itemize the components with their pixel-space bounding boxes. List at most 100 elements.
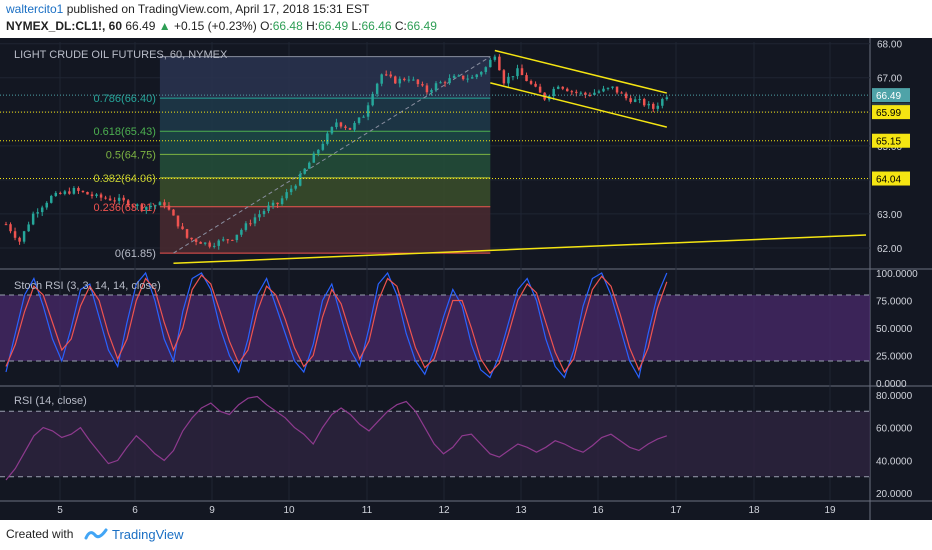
price-pane[interactable]: 62.0063.0064.0065.0066.0067.0068.000.786…	[0, 40, 910, 500]
author-link[interactable]: waltercito1	[6, 2, 64, 16]
candle-body	[126, 200, 130, 206]
stoch-tick-label: 100.0000	[876, 269, 918, 280]
candle-body	[606, 87, 610, 89]
candle-body	[303, 168, 306, 174]
candle-body	[27, 224, 30, 232]
candle-body	[615, 86, 619, 93]
candle-body	[493, 56, 497, 60]
candle-body	[54, 192, 58, 196]
candle-body	[312, 153, 316, 163]
candle-body	[566, 88, 569, 92]
candle-body	[321, 143, 325, 150]
candle-body	[4, 224, 8, 226]
ohlc-high-label: H:	[306, 19, 319, 33]
candle-body	[403, 78, 406, 81]
candle-body	[50, 195, 53, 203]
candle-body	[661, 99, 664, 106]
publish-header: waltercito1 published on TradingView.com…	[0, 0, 932, 38]
stoch-rsi-pane[interactable]: 0.0000 25.0000 50.0000 75.0000 100.0000	[0, 269, 918, 390]
candle-body	[629, 98, 632, 102]
candle-body	[448, 78, 451, 84]
stoch-tick-label: 25.0000	[876, 352, 913, 363]
candle-body	[452, 75, 456, 79]
candle-body	[31, 213, 35, 225]
candle-body	[389, 74, 392, 77]
time-axis: 5 6 9 10 11 12 13 16 17 18 19	[57, 505, 836, 516]
candle-body	[226, 239, 230, 241]
candle-body	[656, 105, 660, 109]
candle-body	[185, 229, 189, 238]
fib-zone-top	[159, 56, 491, 99]
candle-body	[380, 74, 383, 84]
price-axis-label: 66.49	[876, 91, 901, 102]
candle-body	[502, 70, 506, 84]
time-tick-label: 10	[283, 505, 295, 516]
trendline-channel-lower	[490, 82, 668, 128]
candle-body	[579, 92, 583, 94]
candle-body	[122, 197, 125, 201]
candle-body	[36, 212, 39, 214]
rsi-tick-label: 40.0000	[876, 456, 913, 467]
fib-zone	[159, 98, 491, 132]
candle-body	[212, 245, 216, 247]
candle-body	[561, 86, 564, 89]
footer: Created with TradingView	[0, 520, 932, 550]
tradingview-logo-icon	[84, 526, 108, 547]
tradingview-brand-link[interactable]: TradingView	[112, 527, 184, 542]
candle-body	[145, 206, 148, 210]
candle-body	[466, 78, 469, 80]
ohlc-low: 66.46	[361, 19, 392, 33]
candle-body	[140, 204, 144, 210]
candle-body	[344, 126, 347, 128]
candle-body	[507, 76, 510, 84]
candle-body	[77, 188, 80, 191]
candle-body	[108, 198, 112, 201]
candle-body	[484, 67, 488, 72]
candle-body	[13, 231, 17, 238]
ohlc-high: 66.49	[318, 19, 349, 33]
candle-body	[285, 192, 288, 199]
candle-body	[280, 198, 284, 205]
candle-body	[267, 205, 270, 211]
candle-body	[353, 122, 356, 130]
chart-svg[interactable]: 62.0063.0064.0065.0066.0067.0068.000.786…	[0, 38, 932, 520]
candle-body	[366, 105, 370, 117]
trendline-support	[173, 234, 867, 265]
rsi-title: RSI (14, close)	[14, 395, 87, 407]
price-axis-label: 64.04	[876, 175, 901, 186]
time-tick-label: 17	[670, 505, 682, 516]
candle-body	[18, 237, 21, 242]
candle-body	[158, 202, 162, 206]
candle-body	[588, 94, 592, 96]
candle-body	[40, 207, 44, 213]
candle-body	[534, 83, 537, 87]
fib-zone	[159, 206, 491, 254]
price-axis-label: 65.15	[876, 137, 901, 148]
time-tick-label: 16	[592, 505, 604, 516]
fib-level-label: 0.5(64.75)	[106, 149, 156, 161]
price-tick-label: 68.00	[877, 40, 902, 51]
rsi-pane[interactable]: 20.0000 40.0000 60.0000 80.0000	[0, 391, 913, 500]
candle-body	[584, 92, 587, 95]
candle-body	[63, 191, 67, 194]
candle-body	[95, 194, 98, 197]
chart-area[interactable]: 62.0063.0064.0065.0066.0067.0068.000.786…	[0, 38, 932, 520]
candle-body	[357, 117, 361, 123]
ohlc-low-label: L:	[351, 19, 362, 33]
candle-body	[317, 149, 320, 154]
candle-body	[652, 103, 655, 109]
candle-body	[394, 76, 397, 84]
stoch-line-d	[5, 274, 668, 375]
main-chart-title: LIGHT CRUDE OIL FUTURES, 60, NYMEX	[14, 49, 228, 61]
price-axis-label-bg	[872, 88, 910, 103]
candle-body	[289, 188, 293, 193]
fib-zone	[159, 154, 491, 178]
stoch-line-k	[5, 271, 668, 380]
candle-body	[90, 194, 94, 197]
candle-body	[194, 239, 198, 242]
time-tick-label: 9	[209, 505, 215, 516]
fib-trend-dashed	[173, 56, 491, 254]
candle-body	[416, 79, 420, 85]
candle-body	[443, 82, 447, 84]
candle-body	[136, 204, 139, 206]
